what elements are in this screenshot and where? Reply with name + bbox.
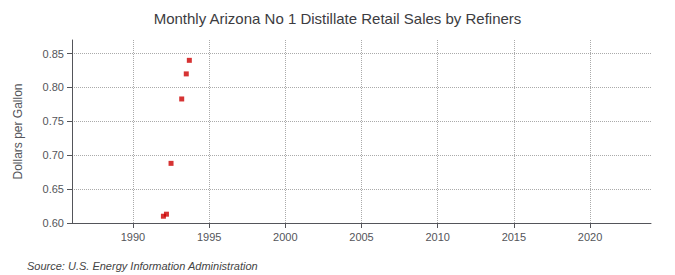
svg-text:0.85: 0.85	[43, 48, 64, 60]
svg-text:0.65: 0.65	[43, 183, 64, 195]
svg-text:0.80: 0.80	[43, 81, 64, 93]
svg-text:2020: 2020	[578, 231, 602, 243]
svg-text:0.75: 0.75	[43, 115, 64, 127]
svg-text:2010: 2010	[425, 231, 449, 243]
svg-text:Source: U.S. Energy Informatio: Source: U.S. Energy Information Administ…	[27, 260, 258, 272]
svg-text:Monthly Arizona No 1 Distillat: Monthly Arizona No 1 Distillate Retail S…	[154, 10, 522, 27]
svg-text:1990: 1990	[121, 231, 145, 243]
svg-text:2015: 2015	[502, 231, 526, 243]
svg-text:Dollars per Gallon: Dollars per Gallon	[11, 83, 25, 179]
svg-text:0.60: 0.60	[43, 217, 64, 229]
svg-text:2000: 2000	[273, 231, 297, 243]
svg-text:1995: 1995	[197, 231, 221, 243]
svg-text:0.70: 0.70	[43, 149, 64, 161]
svg-text:2005: 2005	[349, 231, 373, 243]
